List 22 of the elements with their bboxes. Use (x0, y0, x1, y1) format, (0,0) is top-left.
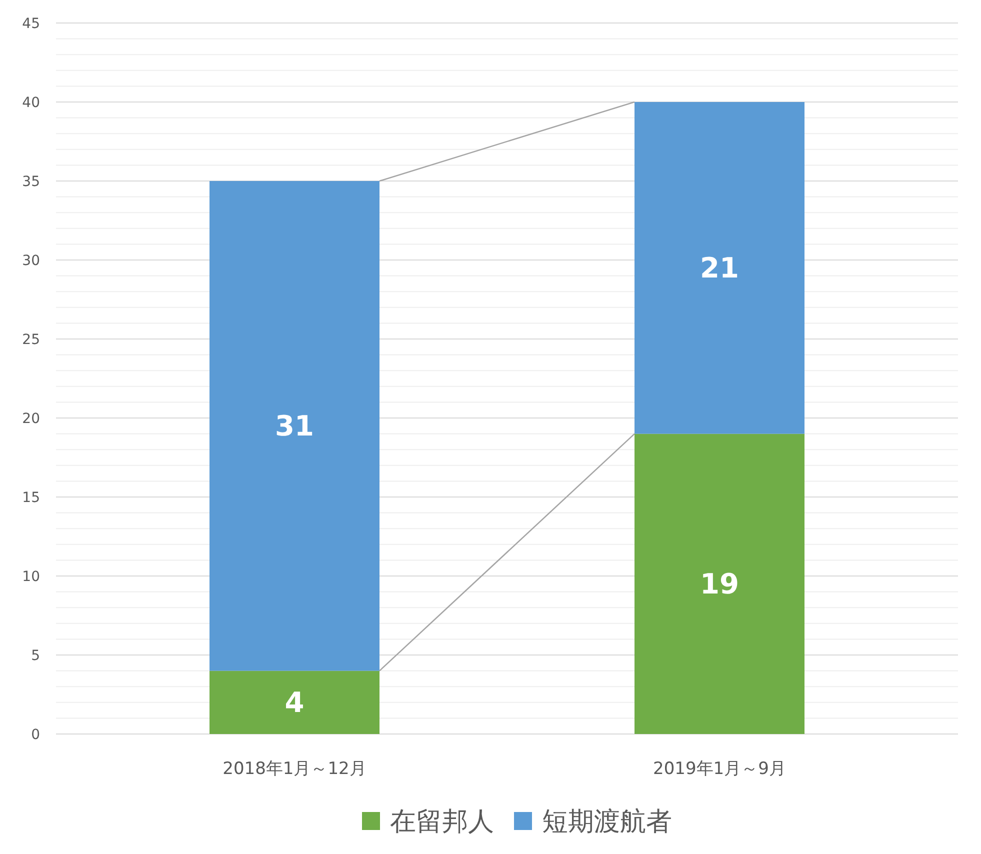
legend-label: 短期渡航者 (542, 807, 672, 838)
y-tick-label: 5 (31, 648, 40, 664)
data-label: 19 (700, 568, 739, 601)
y-tick-label: 20 (22, 410, 40, 427)
bar (210, 181, 380, 671)
y-tick-label: 45 (22, 16, 40, 32)
data-label: 31 (275, 410, 314, 443)
x-tick-label: 2018年1月～12月 (222, 759, 366, 779)
y-tick-label: 0 (31, 726, 40, 743)
y-tick-label: 35 (22, 174, 40, 190)
data-label: 21 (700, 252, 739, 285)
y-tick-label: 15 (22, 490, 40, 506)
y-tick-label: 40 (22, 94, 40, 111)
bar (634, 102, 804, 434)
data-label: 4 (284, 686, 304, 720)
y-tick-label: 30 (22, 252, 40, 269)
bar (210, 670, 380, 734)
legend-label: 在留邦人 (390, 807, 494, 838)
y-tick-label: 10 (22, 568, 40, 585)
y-tick-label: 25 (22, 332, 40, 348)
bar (634, 434, 804, 734)
x-tick-label: 2019年1月～9月 (653, 759, 786, 779)
